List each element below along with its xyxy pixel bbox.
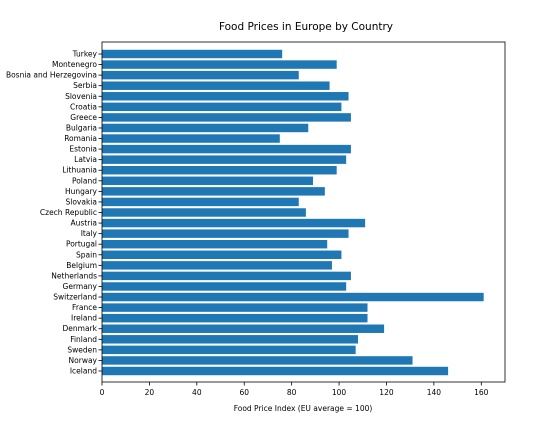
bar-belgium <box>102 261 332 270</box>
bar-sweden <box>102 345 356 355</box>
bar-croatia <box>102 102 342 112</box>
bar-finland <box>102 335 359 344</box>
bar-france <box>102 303 368 312</box>
x-tick-label-80: 80 <box>287 388 297 397</box>
bar-greece <box>102 113 351 122</box>
y-tick-label-bulgaria: Bulgaria <box>66 123 97 132</box>
y-tick-label-france: France <box>72 303 97 312</box>
y-tick-label-netherlands: Netherlands <box>51 271 97 280</box>
y-tick-label-belgium: Belgium <box>66 261 97 270</box>
bar-slovenia <box>102 92 349 101</box>
bar-poland <box>102 176 313 186</box>
x-tick-label-60: 60 <box>239 388 249 397</box>
bar-switzerland <box>102 292 484 302</box>
bar-czech-republic <box>102 208 306 217</box>
y-tick-label-poland: Poland <box>72 176 97 185</box>
chart-title: Food Prices in Europe by Country <box>219 21 393 33</box>
y-tick-label-switzerland: Switzerland <box>53 293 97 302</box>
bar-denmark <box>102 324 385 333</box>
bar-lithuania <box>102 166 337 175</box>
y-tick-label-finland: Finland <box>70 335 97 344</box>
y-tick-label-montenegro: Montenegro <box>52 60 97 69</box>
y-tick-label-denmark: Denmark <box>63 324 98 333</box>
y-tick-label-spain: Spain <box>76 250 97 259</box>
y-tick-label-portugal: Portugal <box>66 240 97 249</box>
bar-norway <box>102 356 413 365</box>
bar-bosnia-and-herzegovina <box>102 70 299 80</box>
bar-romania <box>102 134 280 143</box>
bar-ireland <box>102 313 368 323</box>
y-tick-label-latvia: Latvia <box>74 155 97 164</box>
y-tick-label-turkey: Turkey <box>72 50 98 59</box>
bar-serbia <box>102 81 330 90</box>
y-tick-label-germany: Germany <box>63 282 98 291</box>
bar-estonia <box>102 144 351 154</box>
y-tick-label-greece: Greece <box>70 113 97 122</box>
y-tick-label-czech-republic: Czech Republic <box>40 208 97 217</box>
bars-group <box>102 49 484 376</box>
y-tick-label-bosnia-and-herzegovina: Bosnia and Herzegovina <box>6 71 97 80</box>
x-tick-label-160: 160 <box>474 388 489 397</box>
y-tick-label-sweden: Sweden <box>67 345 97 354</box>
y-tick-label-slovakia: Slovakia <box>66 197 98 206</box>
y-tick-label-romania: Romania <box>64 134 97 143</box>
y-tick-label-austria: Austria <box>71 219 98 228</box>
x-tick-label-100: 100 <box>332 388 347 397</box>
x-tick-label-120: 120 <box>379 388 394 397</box>
y-tick-label-lithuania: Lithuania <box>62 166 97 175</box>
y-tick-label-italy: Italy <box>81 229 98 238</box>
x-axis-label: Food Price Index (EU average = 100) <box>234 404 373 413</box>
bar-italy <box>102 229 349 238</box>
bar-latvia <box>102 155 347 164</box>
bar-hungary <box>102 187 325 196</box>
y-tick-label-serbia: Serbia <box>73 81 97 90</box>
x-axis-ticks: 0 20 40 60 80 100 120 140 160 <box>100 382 489 397</box>
bar-montenegro <box>102 60 337 69</box>
y-tick-label-slovenia: Slovenia <box>65 92 97 101</box>
x-tick-label-140: 140 <box>427 388 442 397</box>
bar-turkey <box>102 49 283 59</box>
y-tick-label-norway: Norway <box>69 356 98 365</box>
y-tick-label-hungary: Hungary <box>65 187 98 196</box>
bar-portugal <box>102 239 328 249</box>
bar-netherlands <box>102 271 351 281</box>
bar-spain <box>102 250 342 259</box>
bar-iceland <box>102 366 449 376</box>
plot-frame <box>101 41 506 383</box>
y-tick-label-iceland: Iceland <box>70 367 97 376</box>
bar-austria <box>102 218 366 228</box>
bar-germany <box>102 282 347 291</box>
bar-bulgaria <box>102 123 309 133</box>
y-tick-label-ireland: Ireland <box>71 314 97 323</box>
y-tick-label-estonia: Estonia <box>69 145 97 154</box>
bar-slovakia <box>102 197 299 207</box>
x-tick-label-20: 20 <box>145 388 155 397</box>
x-tick-label-40: 40 <box>192 388 202 397</box>
x-tick-label-0: 0 <box>100 388 105 397</box>
y-tick-label-croatia: Croatia <box>70 102 97 111</box>
